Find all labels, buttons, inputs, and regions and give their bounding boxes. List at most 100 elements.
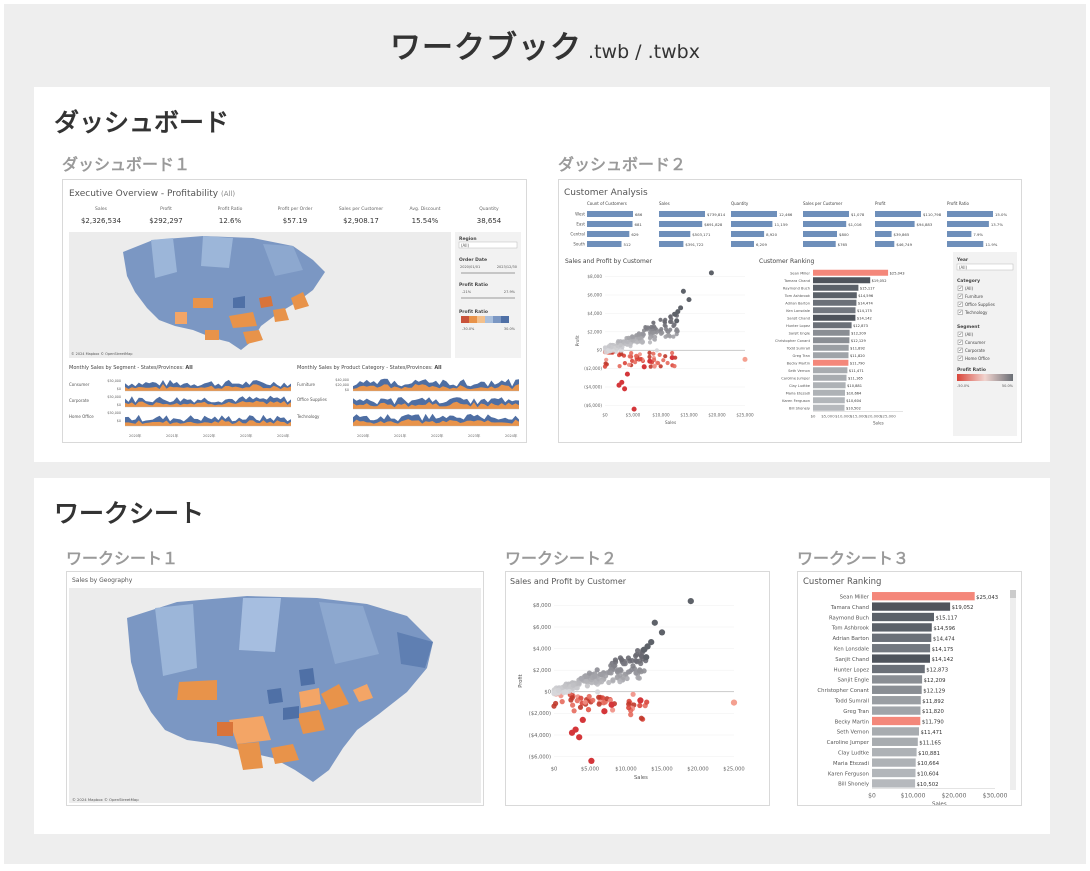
dashboard-1-thumbnail[interactable]: Executive Overview - Profitability (All)…	[62, 179, 527, 443]
ranking-bar[interactable]	[872, 623, 932, 632]
ranking-bar[interactable]	[813, 352, 849, 359]
region-bar[interactable]	[659, 211, 705, 217]
region-bar[interactable]	[947, 241, 984, 247]
ranking-bar[interactable]	[813, 389, 845, 396]
ranking-bar[interactable]	[872, 685, 922, 694]
filter-checkbox[interactable]	[957, 301, 963, 307]
region-bar[interactable]	[731, 221, 773, 227]
filter-checkbox[interactable]	[957, 309, 963, 315]
dashboard-1-map[interactable]: © 2024 Mapbox © OpenStreetMap	[69, 232, 451, 358]
ranking-bar[interactable]	[872, 768, 916, 778]
ranking-bar[interactable]	[813, 269, 889, 276]
ranking-bar[interactable]	[872, 592, 975, 601]
region-bar[interactable]	[659, 221, 703, 227]
filter-checkbox[interactable]	[957, 331, 963, 337]
filter-checkbox[interactable]	[957, 355, 963, 361]
ranking-bar[interactable]	[872, 727, 919, 736]
filter-checkbox[interactable]	[957, 339, 963, 345]
ranking-customer-name: Karen Ferguson	[782, 399, 810, 403]
ranking-bar[interactable]	[813, 307, 856, 314]
worksheet-3-thumbnail[interactable]: Customer Ranking Sean Miller $25,043 Tamar…	[797, 571, 1022, 806]
ranking-bar[interactable]	[813, 329, 850, 336]
sales-profit-scatter[interactable]: $8,000 $6,000 $4,000 $2,000 $0 ($2,000) ($4,00…	[518, 597, 745, 781]
ranking-bar-label: $11,892	[850, 347, 865, 351]
ranking-bar[interactable]	[813, 292, 857, 299]
segment-area-chart[interactable]: Monthly Sales by Segment - States/Provin…	[69, 365, 291, 438]
ranking-bar[interactable]	[872, 602, 951, 611]
d2-ranking-chart[interactable]: Sean Miller $25,043 Tamara Chand $19,052 Ray…	[775, 269, 905, 426]
region-bar[interactable]	[731, 211, 777, 217]
customer-ranking-bars[interactable]: Sean Miller $25,043 Tamara Chand $19,052 Ray…	[817, 592, 1008, 805]
region-bar[interactable]	[587, 241, 622, 247]
region-bar[interactable]	[875, 211, 921, 217]
ranking-bar[interactable]	[872, 748, 917, 757]
ranking-bar[interactable]	[872, 664, 925, 674]
region-bar[interactable]	[875, 231, 892, 237]
region-bar[interactable]	[803, 241, 836, 247]
filter-checkbox[interactable]	[957, 293, 963, 299]
region-bar[interactable]	[731, 241, 754, 247]
scrollbar-thumb[interactable]	[1010, 590, 1016, 598]
ranking-bar[interactable]	[872, 758, 916, 767]
region-bar[interactable]	[803, 231, 837, 237]
ranking-bar[interactable]	[872, 675, 923, 684]
region-bar[interactable]	[803, 221, 847, 227]
scatter-point	[625, 340, 630, 345]
d2-scatter-chart[interactable]: $8,000 $6,000 $4,000 $2,000 $0 ($2,000) ($4,00…	[575, 270, 754, 425]
ranking-bar[interactable]	[872, 737, 918, 746]
region-bar[interactable]	[947, 231, 972, 237]
sales-map[interactable]: © 2024 Mapbox © OpenStreetMap	[69, 588, 481, 803]
region-bar[interactable]	[803, 211, 849, 217]
region-bar[interactable]	[587, 221, 633, 227]
region-bar[interactable]	[947, 221, 989, 227]
scrollbar[interactable]	[1010, 590, 1016, 790]
ranking-bar[interactable]	[813, 314, 856, 321]
worksheet-1-thumbnail[interactable]: Sales by Geography © 2024 Mapbox © OpenS…	[66, 571, 484, 806]
region-bar[interactable]	[875, 241, 895, 247]
ranking-bar[interactable]	[813, 397, 845, 404]
ranking-bar[interactable]	[872, 612, 934, 622]
scatter-point	[638, 715, 644, 721]
scatter-point	[612, 657, 618, 663]
kpi-name: Quantity	[479, 206, 499, 212]
ranking-bar[interactable]	[813, 284, 859, 291]
ranking-bar[interactable]	[872, 779, 916, 788]
segment-row-label: Home Office	[69, 414, 94, 419]
dashboard-2-thumbnail[interactable]: Customer Analysis Count of Customers Sale…	[558, 179, 1022, 443]
region-bar[interactable]	[947, 211, 993, 217]
ranking-bar[interactable]	[813, 344, 849, 351]
worksheet-1-label: ワークシート１	[66, 549, 179, 568]
region-bar[interactable]	[659, 241, 684, 247]
filter-checkbox[interactable]	[957, 347, 963, 353]
ranking-bar[interactable]	[813, 367, 848, 374]
region-bar[interactable]	[659, 231, 691, 237]
ranking-bar[interactable]	[872, 633, 932, 642]
worksheet-2-thumbnail[interactable]: Sales and Profit by Customer $8,000 $6,00…	[505, 571, 770, 806]
category-area-chart[interactable]: Monthly Sales by Product Category - Stat…	[296, 365, 519, 438]
region-bar[interactable]	[875, 221, 915, 227]
ranking-bar[interactable]	[872, 706, 921, 715]
ranking-bar[interactable]	[872, 654, 930, 663]
ranking-bar[interactable]	[813, 299, 857, 306]
ranking-bar[interactable]	[813, 277, 871, 284]
ranking-bar[interactable]	[872, 696, 921, 705]
ranking-bar[interactable]	[813, 404, 845, 411]
scatter-point	[659, 327, 664, 332]
ranking-bar-label: $11,892	[922, 699, 944, 705]
ranking-bar[interactable]	[813, 374, 847, 381]
region-bar[interactable]	[587, 231, 630, 237]
region-bar[interactable]	[731, 231, 765, 237]
region-dropdown[interactable]	[458, 241, 518, 249]
x-tick-label: $25,000	[736, 413, 754, 418]
year-dropdown[interactable]	[956, 263, 1014, 271]
ranking-bar[interactable]	[872, 716, 921, 726]
region-bar[interactable]	[587, 211, 633, 217]
ranking-bar[interactable]	[813, 359, 849, 366]
scatter-point	[608, 701, 615, 708]
ranking-bar[interactable]	[813, 382, 846, 389]
scatter-point	[570, 682, 576, 688]
filter-checkbox[interactable]	[957, 285, 963, 291]
ranking-bar[interactable]	[813, 322, 852, 329]
ranking-bar[interactable]	[813, 337, 850, 344]
ranking-bar[interactable]	[872, 644, 931, 653]
